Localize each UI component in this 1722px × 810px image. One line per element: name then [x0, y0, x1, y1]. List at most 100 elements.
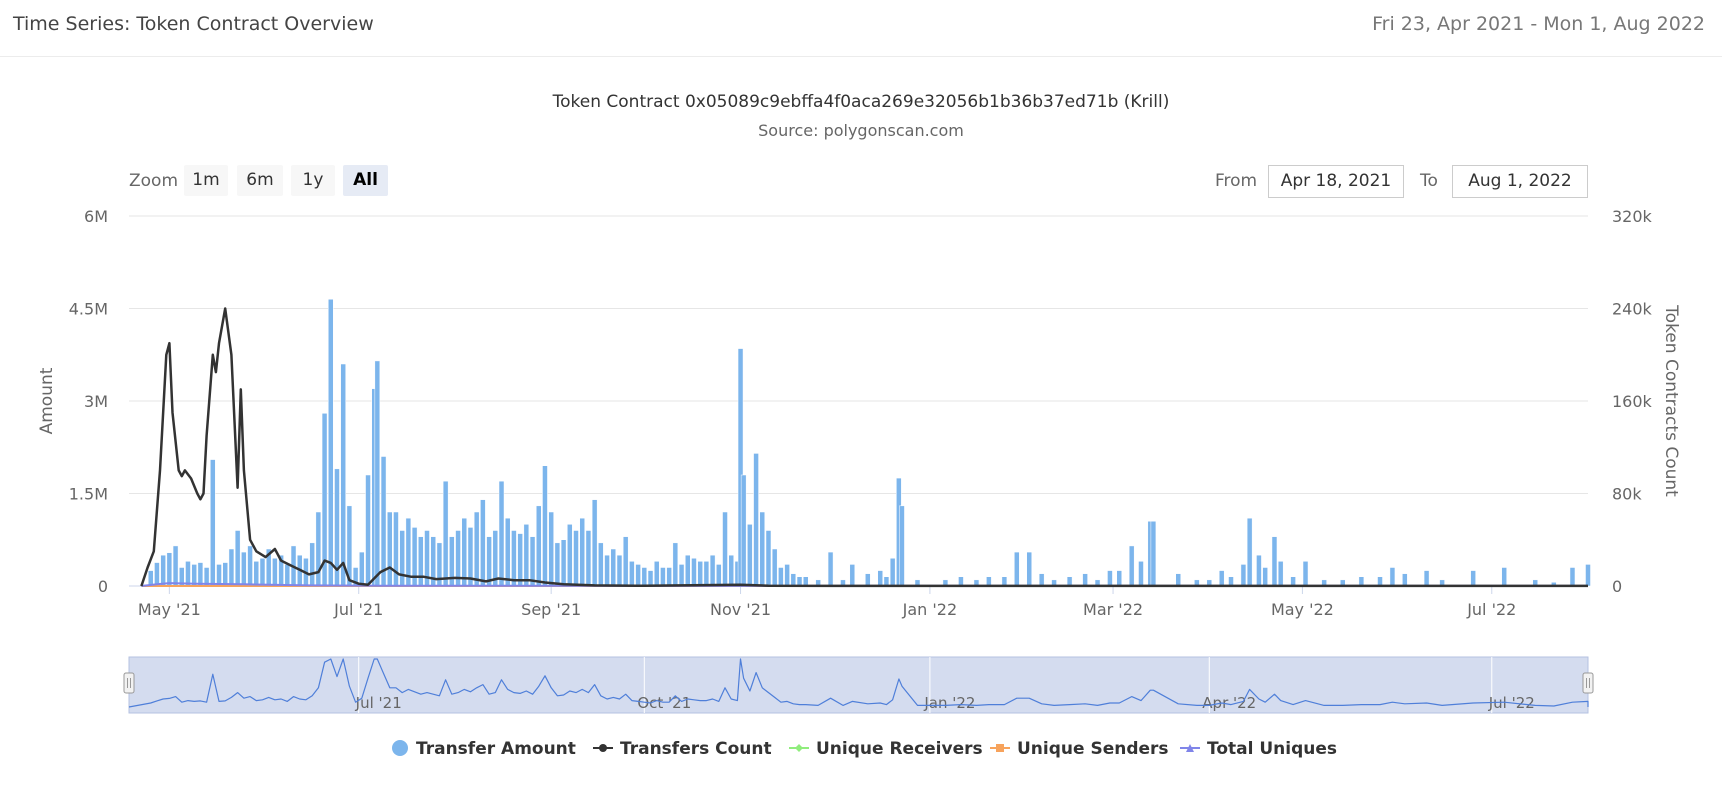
range-to-input[interactable]: Aug 1, 2022 — [1452, 165, 1588, 198]
transfer-amount-bar — [529, 536, 536, 587]
transfer-amount-bar — [210, 459, 216, 587]
y-tick-label: 0 — [98, 577, 108, 596]
transfer-amount-bar — [647, 570, 654, 587]
transfer-amount-bar — [504, 517, 511, 587]
navigator-tick-label: Oct '21 — [637, 694, 691, 712]
y-tick-label: 1.5M — [69, 485, 108, 504]
legend-total-uniques[interactable]: Total Uniques — [1179, 739, 1337, 759]
transfer-amount-bar — [523, 524, 530, 587]
legend-label: Transfer Amount — [416, 739, 576, 759]
transfer-amount-bar — [747, 524, 753, 587]
transfer-amount-bar — [1402, 573, 1408, 587]
transfer-amount-bar — [486, 536, 492, 587]
transfer-amount-bar — [1271, 536, 1278, 587]
transfer-amount-bar — [259, 558, 266, 587]
legend-line-icon — [592, 740, 614, 756]
y-tick-label: 3M — [84, 392, 108, 411]
chart-subtitle: Source: polygonscan.com — [758, 121, 964, 140]
y2-tick-label: 0 — [1612, 577, 1622, 596]
transfer-amount-bar — [340, 363, 346, 587]
transfer-amount-bar — [753, 453, 759, 587]
transfer-amount-bar — [1082, 573, 1088, 587]
transfer-amount-bar — [598, 542, 604, 587]
legend-transfers-count[interactable]: Transfers Count — [592, 739, 772, 759]
transfer-amount-bar — [328, 299, 334, 587]
transfer-amount-bar — [172, 545, 179, 587]
header-bar: Time Series: Token Contract Overview Fri… — [0, 0, 1722, 57]
y2-tick-label: 160k — [1612, 392, 1653, 411]
transfer-amount-bar — [380, 456, 387, 587]
y2-axis-title: Token Contracts Count — [1661, 304, 1681, 497]
legend-unique-receivers[interactable]: Unique Receivers — [788, 739, 983, 759]
transfer-amount-bar — [253, 561, 260, 587]
transfer-amount-bar — [560, 539, 567, 587]
y-tick-label: 4.5M — [69, 300, 108, 319]
transfer-amount-bar — [399, 530, 405, 587]
legend-diamond-icon — [788, 740, 810, 756]
transfer-amount-bar — [635, 564, 641, 587]
transfer-amount-bar — [697, 561, 703, 587]
transfer-amount-bar — [1423, 570, 1430, 587]
transfer-amount-bar — [849, 564, 856, 587]
transfer-amount-bar — [1240, 564, 1247, 587]
transfer-amount-bar — [554, 542, 561, 587]
transfer-amount-bar — [480, 499, 486, 587]
transfer-amount-bar — [418, 536, 424, 587]
transfer-amount-bar — [473, 511, 480, 587]
transfer-amount-bar — [1038, 573, 1045, 587]
transfer-amount-bar — [771, 548, 778, 587]
transfer-amount-bar — [759, 511, 766, 587]
transfer-amount-bar — [1150, 521, 1157, 587]
transfer-amount-bar — [660, 567, 666, 587]
transfer-amount-bar — [666, 567, 672, 587]
transfer-amount-bar — [387, 511, 393, 587]
transfer-amount-bar — [1001, 576, 1008, 587]
transfer-amount-bar — [511, 530, 517, 587]
zoom-1m-button[interactable]: 1m — [184, 165, 228, 196]
legend-transfer-amount[interactable]: Transfer Amount — [392, 739, 576, 759]
zoom-all-button[interactable]: All — [343, 165, 388, 196]
transfer-amount-bar — [1290, 576, 1296, 587]
transfer-amount-bar — [1501, 567, 1507, 587]
transfer-amount-bar — [604, 554, 610, 587]
navigator-left-handle[interactable] — [123, 672, 135, 694]
transfer-amount-bar — [827, 551, 834, 587]
legend-unique-senders[interactable]: Unique Senders — [989, 739, 1169, 759]
transfer-amount-bar — [573, 530, 579, 587]
transfer-amount-bar — [374, 360, 381, 587]
navigator-tick-label: Jul '21 — [355, 694, 402, 712]
transfer-amount-bar — [284, 564, 291, 587]
navigator-tick-label: Jan '22 — [923, 694, 975, 712]
zoom-1y-button[interactable]: 1y — [291, 165, 335, 196]
transfer-amount-bar — [1262, 567, 1268, 587]
transfer-amount-bar — [722, 511, 728, 587]
transfer-amount-bar — [272, 558, 278, 587]
transfer-amount-bar — [958, 576, 964, 587]
x-tick-label: Nov '21 — [710, 600, 771, 619]
transfer-amount-bar — [1246, 517, 1253, 587]
transfer-amount-bar — [899, 505, 905, 587]
zoom-6m-button[interactable]: 6m — [237, 165, 283, 196]
transfer-amount-bar — [865, 573, 871, 587]
transfer-amount-bar — [442, 480, 449, 587]
legend-circle-icon — [392, 740, 408, 756]
legend-triangle-icon — [1179, 740, 1201, 756]
transfer-amount-bar — [889, 558, 896, 587]
transfer-amount-bar — [185, 561, 191, 587]
transfer-amount-bar — [315, 511, 322, 587]
range-from-input[interactable]: Apr 18, 2021 — [1268, 165, 1404, 198]
transfer-amount-bar — [359, 551, 365, 587]
transfer-amount-bar — [986, 576, 992, 587]
transfer-amount-bar — [622, 536, 629, 587]
transfer-amount-bar — [166, 552, 173, 587]
x-tick-label: Jul '21 — [333, 600, 383, 619]
transfer-amount-bar — [1128, 545, 1135, 587]
transfer-amount-bar — [160, 554, 166, 587]
x-tick-label: May '22 — [1271, 600, 1334, 619]
transfer-amount-bar — [685, 554, 691, 587]
chart-title: Token Contract 0x05089c9ebffa4f0aca269e3… — [552, 92, 1170, 112]
navigator-right-handle[interactable] — [1582, 672, 1594, 694]
transfer-amount-bar — [1470, 570, 1476, 587]
transfer-amount-bar — [709, 554, 716, 587]
